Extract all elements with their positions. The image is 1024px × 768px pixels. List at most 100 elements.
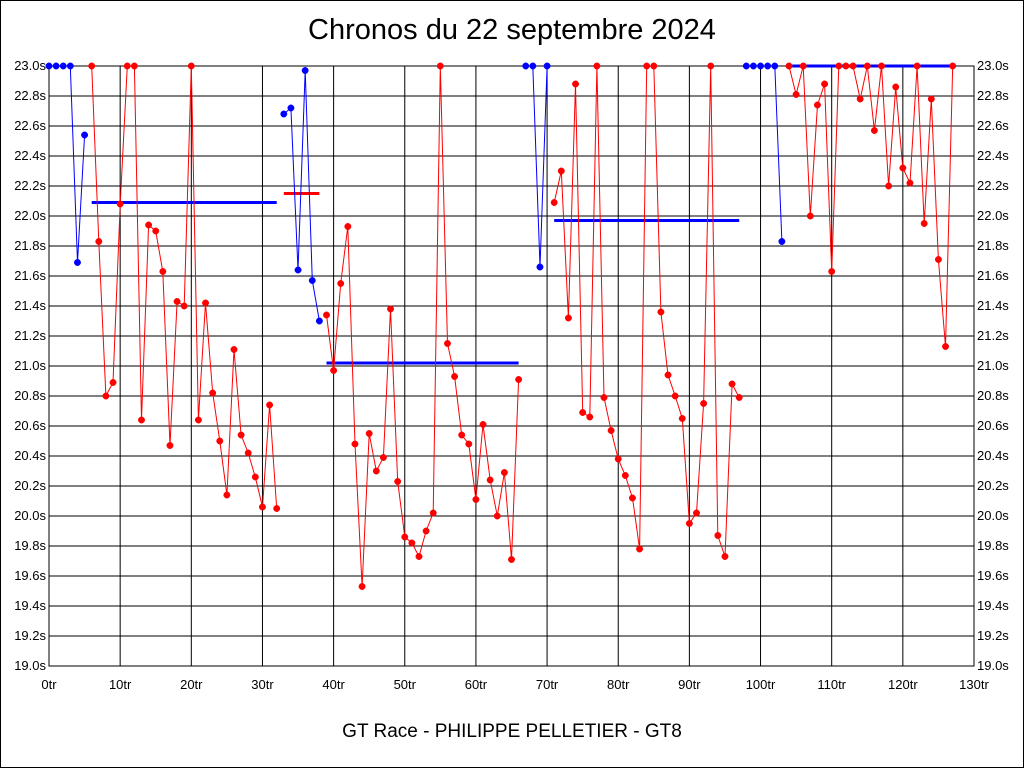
data-point: [273, 505, 281, 512]
x-tick-label: 80tr: [607, 677, 630, 692]
data-point: [899, 164, 907, 172]
data-point: [728, 380, 736, 388]
x-tick-label: 90tr: [678, 677, 701, 692]
data-point: [52, 62, 60, 70]
data-point: [465, 440, 473, 448]
data-point: [415, 553, 423, 560]
data-point: [66, 62, 74, 70]
y-tick-label-left: 21.0s: [14, 358, 46, 373]
data-point: [458, 431, 466, 439]
data-point: [344, 223, 352, 230]
data-point: [586, 413, 594, 421]
y-tick-label-left: 21.4s: [14, 298, 46, 313]
data-point: [202, 299, 209, 307]
data-point: [572, 80, 579, 88]
y-tick-label-left: 19.0s: [14, 658, 46, 673]
data-point: [693, 509, 700, 517]
data-point: [849, 62, 857, 70]
data-point: [102, 392, 110, 400]
data-point: [799, 62, 807, 70]
data-point: [429, 509, 437, 517]
data-point: [408, 539, 416, 547]
data-point: [379, 454, 387, 461]
y-tick-label-right: 19.0s: [977, 658, 1009, 673]
y-tick-label-left: 20.4s: [14, 448, 46, 463]
y-tick-label-left: 22.0s: [14, 208, 46, 223]
series-line: [326, 65, 520, 587]
data-point: [337, 280, 345, 287]
data-point: [778, 238, 786, 245]
y-tick-label-right: 20.6s: [977, 418, 1009, 433]
x-tick-label: 60tr: [465, 677, 488, 692]
data-point: [685, 520, 693, 527]
y-tick-label-right: 21.2s: [977, 328, 1009, 343]
data-point: [792, 91, 800, 98]
data-point: [259, 503, 266, 511]
y-tick-label-left: 19.2s: [14, 628, 46, 643]
data-point: [707, 62, 715, 70]
data-point: [742, 62, 750, 70]
data-point: [614, 455, 622, 463]
series-lines: [49, 65, 954, 587]
x-tick-label: 110tr: [817, 677, 846, 692]
data-point: [942, 343, 949, 350]
y-tick-label-right: 22.0s: [977, 208, 1009, 223]
grid-lines: [48, 65, 975, 667]
data-point: [387, 305, 394, 313]
y-tick-label-right: 21.0s: [977, 358, 1009, 373]
data-point: [657, 308, 665, 316]
data-point: [764, 62, 772, 70]
data-point: [294, 266, 302, 274]
series-line: [553, 65, 740, 557]
data-point: [920, 220, 928, 227]
y-tick-label-right: 19.6s: [977, 568, 1009, 583]
data-point: [45, 62, 53, 70]
data-point: [394, 478, 402, 485]
data-point: [821, 80, 829, 88]
x-tick-label: 10tr: [109, 677, 132, 692]
data-point: [870, 127, 878, 134]
data-point: [216, 437, 224, 445]
y-tick-label-left: 22.6s: [14, 118, 46, 133]
data-point: [564, 314, 572, 322]
data-point: [88, 62, 96, 70]
y-tick-label-right: 22.4s: [977, 148, 1009, 163]
axis-ticks: 19.0s 19.0s 19.2s 19.2s 19.4s 19.4s 19.6s 19.6s…: [14, 58, 1009, 692]
data-point: [529, 62, 537, 70]
series-line: [91, 65, 278, 509]
data-point: [842, 62, 850, 70]
data-point: [436, 62, 444, 70]
y-tick-label-left: 21.6s: [14, 268, 46, 283]
data-point: [607, 427, 615, 434]
data-point: [522, 62, 530, 70]
data-point: [173, 298, 181, 305]
data-point: [906, 179, 914, 187]
x-tick-label: 70tr: [536, 677, 559, 692]
y-tick-label-right: 20.4s: [977, 448, 1009, 463]
data-point: [927, 95, 935, 103]
y-tick-label-right: 20.0s: [977, 508, 1009, 523]
series-line: [788, 65, 954, 347]
y-tick-label-left: 19.8s: [14, 538, 46, 553]
data-point: [301, 67, 309, 74]
data-point: [109, 379, 117, 386]
data-point: [187, 62, 195, 70]
y-tick-label-left: 20.0s: [14, 508, 46, 523]
data-point: [74, 259, 81, 266]
data-point: [678, 415, 686, 422]
data-point: [166, 442, 174, 449]
data-point: [138, 416, 145, 424]
x-tick-label: 40tr: [322, 677, 345, 692]
x-tick-label: 30tr: [251, 677, 274, 692]
data-point: [365, 430, 373, 437]
data-point: [949, 62, 957, 70]
y-tick-label-left: 22.4s: [14, 148, 46, 163]
data-point: [892, 83, 900, 91]
data-point: [636, 545, 644, 553]
y-tick-label-left: 21.8s: [14, 238, 46, 253]
y-tick-label-right: 22.2s: [977, 178, 1009, 193]
y-tick-label-right: 19.8s: [977, 538, 1009, 553]
y-tick-label-right: 21.4s: [977, 298, 1009, 313]
data-point: [308, 277, 316, 284]
